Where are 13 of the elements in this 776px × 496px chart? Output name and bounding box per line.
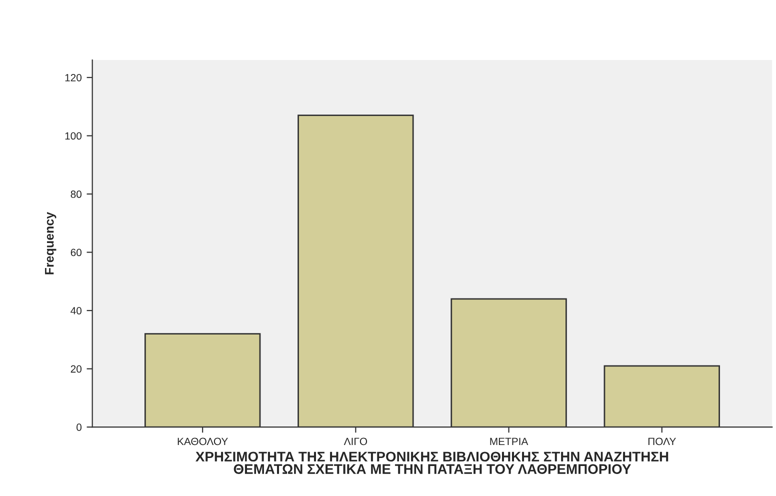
y-tick-label: 60 — [70, 248, 82, 256]
y-tick-label: 40 — [70, 307, 82, 314]
x-tick-label: ΚΑΘΟΛΟΥ — [178, 438, 228, 446]
y-tick-label: 80 — [70, 190, 82, 198]
y-axis-title: Frequency — [45, 212, 56, 274]
x-tick-label: ΛΙΓΟ — [344, 438, 368, 446]
y-tick-label: 100 — [65, 132, 82, 140]
x-tick-label: ΜΕΤΡΙΑ — [490, 438, 528, 446]
y-tick-label: 20 — [70, 365, 82, 373]
y-tick-label: 0 — [76, 424, 82, 431]
x-tick-label: ΠΟΛΥ — [648, 438, 676, 446]
y-tick-label: 120 — [65, 74, 82, 82]
x-axis-title: ΧΡΗΣΙΜΟΤΗΤΑ ΤΗΣ ΗΛΕΚΤΡΟΝΙΚΗΣ ΒΙΒΛΙΟΘΗΚΗΣ ΣΤΗΝ ΑΝΑΖΗΤΗΣΗ ΘΕΜΑΤΩΝ ΣΧΕΤΙΚΑ ΜΕ ΤΗΝ ΠΑΤΑΞΗ ΤΟΥ ΛΑΘΡΕΜΠΟΡΙΟΥ — [196, 452, 668, 474]
